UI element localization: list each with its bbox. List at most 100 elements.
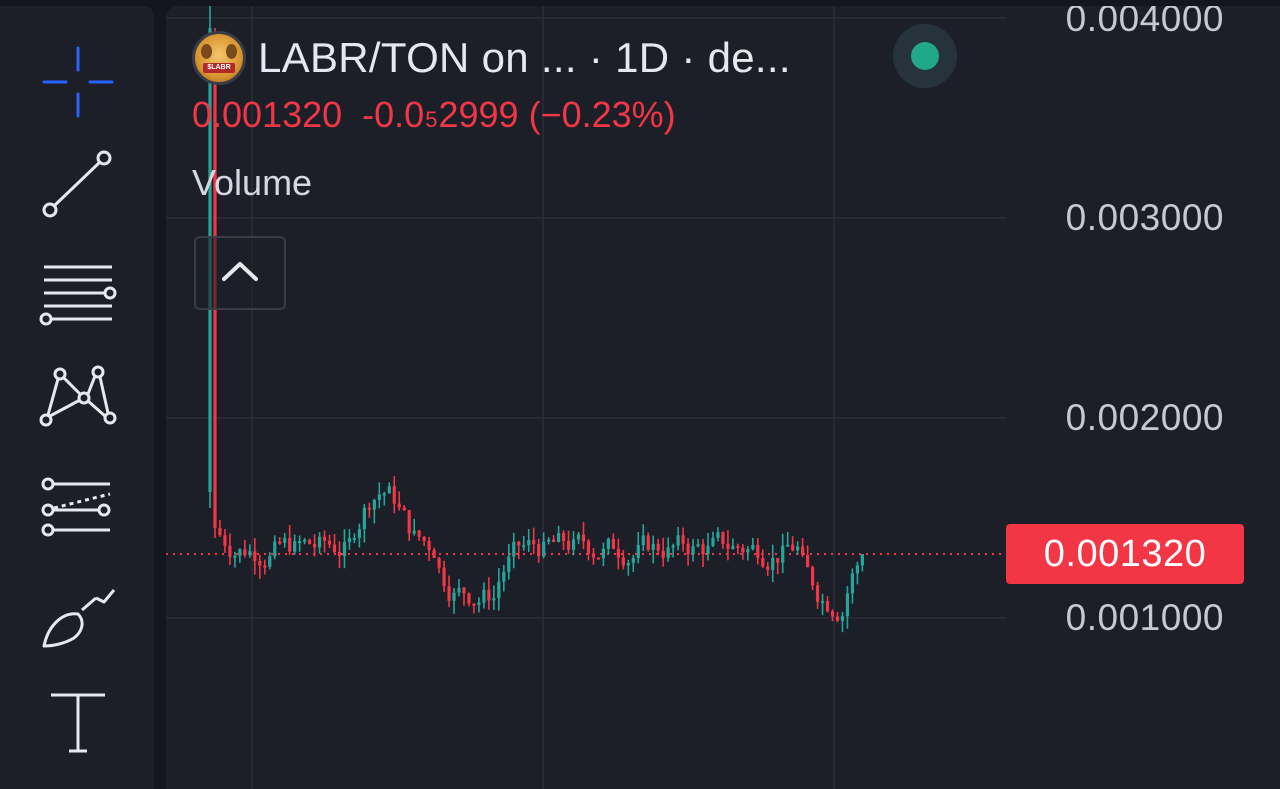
candle-up: [273, 541, 277, 557]
candle-up: [850, 573, 855, 594]
collapse-legend-button[interactable]: [194, 236, 286, 310]
pattern-tool-button[interactable]: [28, 358, 128, 438]
price-axis-label: 0.001000: [1065, 597, 1224, 638]
candle-down: [681, 535, 685, 544]
candle-up: [452, 592, 456, 601]
candle-up: [502, 571, 506, 582]
candle-down: [447, 586, 451, 601]
candle-up: [357, 529, 361, 538]
candle-down: [656, 543, 660, 551]
price-change: -0.0 5 2999 (−0.23%): [362, 94, 675, 136]
candle-down: [591, 553, 596, 558]
candle-up: [317, 536, 322, 548]
candle-down: [437, 557, 441, 568]
chart-panel[interactable]: $LABR LABR/TON on ... · 1D · de... 0.001…: [166, 6, 1280, 789]
candle-up: [691, 546, 695, 555]
candle-up: [457, 587, 461, 593]
candle-down: [253, 551, 257, 561]
candle-up: [636, 545, 640, 558]
candle-down: [761, 557, 765, 567]
candle-up: [352, 537, 357, 540]
candle-up: [298, 541, 302, 544]
text-icon: [43, 687, 113, 757]
candle-down: [337, 552, 342, 557]
forecast-tool-button[interactable]: [28, 466, 128, 546]
candle-up: [372, 500, 376, 510]
candle-down: [432, 549, 436, 558]
crosshair-tool-button[interactable]: [28, 42, 128, 122]
change-zero-count: 5: [425, 107, 438, 132]
candle-up: [706, 545, 710, 555]
symbol-title[interactable]: LABR/TON on ... · 1D · de...: [258, 34, 791, 81]
candle-up: [557, 532, 561, 542]
candle-down: [741, 547, 745, 553]
candle-up: [716, 532, 720, 538]
candle-up: [347, 538, 352, 543]
candle-up: [676, 535, 680, 546]
candle-up: [671, 545, 675, 548]
candle-down: [312, 543, 317, 548]
candle-down: [472, 603, 476, 606]
text-tool-button[interactable]: [28, 682, 128, 762]
candle-up: [492, 598, 496, 601]
market-status-indicator[interactable]: [893, 24, 957, 88]
candle-down: [825, 601, 830, 612]
candle-up: [820, 601, 825, 604]
candle-up: [238, 549, 242, 556]
candle-up: [248, 551, 252, 556]
candle-down: [442, 567, 446, 587]
chart-legend: $LABR LABR/TON on ... · 1D · de... 0.001…: [192, 28, 791, 204]
candle-down: [397, 503, 401, 508]
candle-down: [766, 566, 770, 570]
candle-up: [507, 556, 511, 572]
candle-down: [308, 539, 312, 544]
trend-line-tool-button[interactable]: [28, 144, 128, 224]
candle-down: [596, 557, 601, 560]
candle-up: [477, 602, 481, 605]
volume-indicator-label[interactable]: Volume: [192, 162, 313, 203]
status-dot: [911, 42, 939, 70]
candle-up: [482, 589, 486, 603]
candle-down: [835, 616, 840, 621]
candle-down: [776, 558, 780, 563]
candle-down: [517, 541, 521, 546]
fib-lines-icon: [38, 253, 118, 329]
candle-down: [218, 528, 222, 536]
brush-tool-button[interactable]: [28, 578, 128, 658]
candle-down: [243, 549, 247, 556]
candle-down: [646, 535, 650, 550]
candle-down: [367, 507, 371, 510]
price-axis-label: 0.003000: [1065, 197, 1224, 238]
candle-down: [661, 550, 665, 558]
candle-down: [263, 565, 267, 568]
candle-down: [726, 543, 730, 549]
candle-up: [651, 543, 655, 550]
trend-line-icon: [40, 146, 116, 222]
candle-down: [721, 532, 725, 544]
candle-down: [830, 611, 835, 617]
candle-down: [736, 545, 740, 548]
candle-down: [532, 540, 536, 545]
logo-ear: [226, 44, 237, 59]
candle-down: [586, 541, 591, 554]
candle-down: [487, 589, 491, 601]
candle-up: [497, 581, 501, 599]
brush-icon: [38, 580, 118, 656]
candle-down: [407, 510, 411, 534]
candle-down: [327, 540, 332, 545]
candle-up: [840, 616, 845, 621]
candle-up: [746, 549, 750, 553]
candle-up: [845, 593, 850, 617]
last-price-label: 0.001320: [1006, 524, 1244, 584]
horizontal-lines-tool-button[interactable]: [28, 251, 128, 331]
candle-down: [288, 538, 292, 552]
candle-down: [552, 539, 556, 542]
token-logo: $LABR: [192, 31, 246, 85]
candle-up: [377, 494, 381, 501]
change-prefix: -0.0: [362, 94, 425, 135]
logo-ear: [201, 44, 212, 59]
candle-down: [332, 544, 337, 553]
candle-up: [283, 538, 287, 543]
candle-up: [786, 544, 790, 547]
candle-down: [278, 541, 282, 544]
